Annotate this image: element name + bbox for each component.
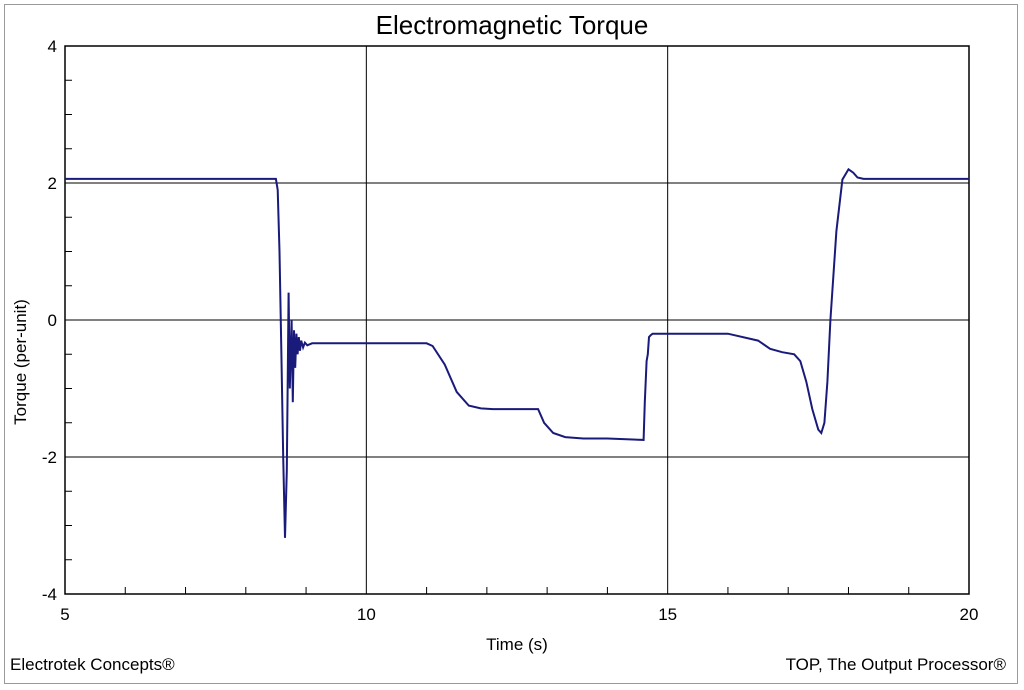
y-tick-label: 2 <box>48 174 57 193</box>
chart-title: Electromagnetic Torque <box>375 10 649 40</box>
y-tick-label: 4 <box>48 37 57 56</box>
tick-labels: 5 10 15 20 -4 -2 0 2 4 <box>42 37 979 624</box>
y-tick-label: -4 <box>42 585 57 604</box>
x-tick-label: 5 <box>60 605 69 624</box>
minor-ticks <box>65 79 910 594</box>
y-tick-label: 0 <box>48 311 57 330</box>
footer-left-text: Electrotek Concepts® <box>10 655 175 674</box>
grid-lines <box>65 46 969 594</box>
x-tick-label: 15 <box>658 605 677 624</box>
footer-right-text: TOP, The Output Processor® <box>785 655 1006 674</box>
y-tick-label: -2 <box>42 448 57 467</box>
x-tick-label: 20 <box>960 605 979 624</box>
y-axis-label: Torque (per-unit) <box>11 299 30 425</box>
x-tick-label: 10 <box>357 605 376 624</box>
x-axis-label: Time (s) <box>486 635 548 654</box>
torque-series-line <box>65 167 969 538</box>
